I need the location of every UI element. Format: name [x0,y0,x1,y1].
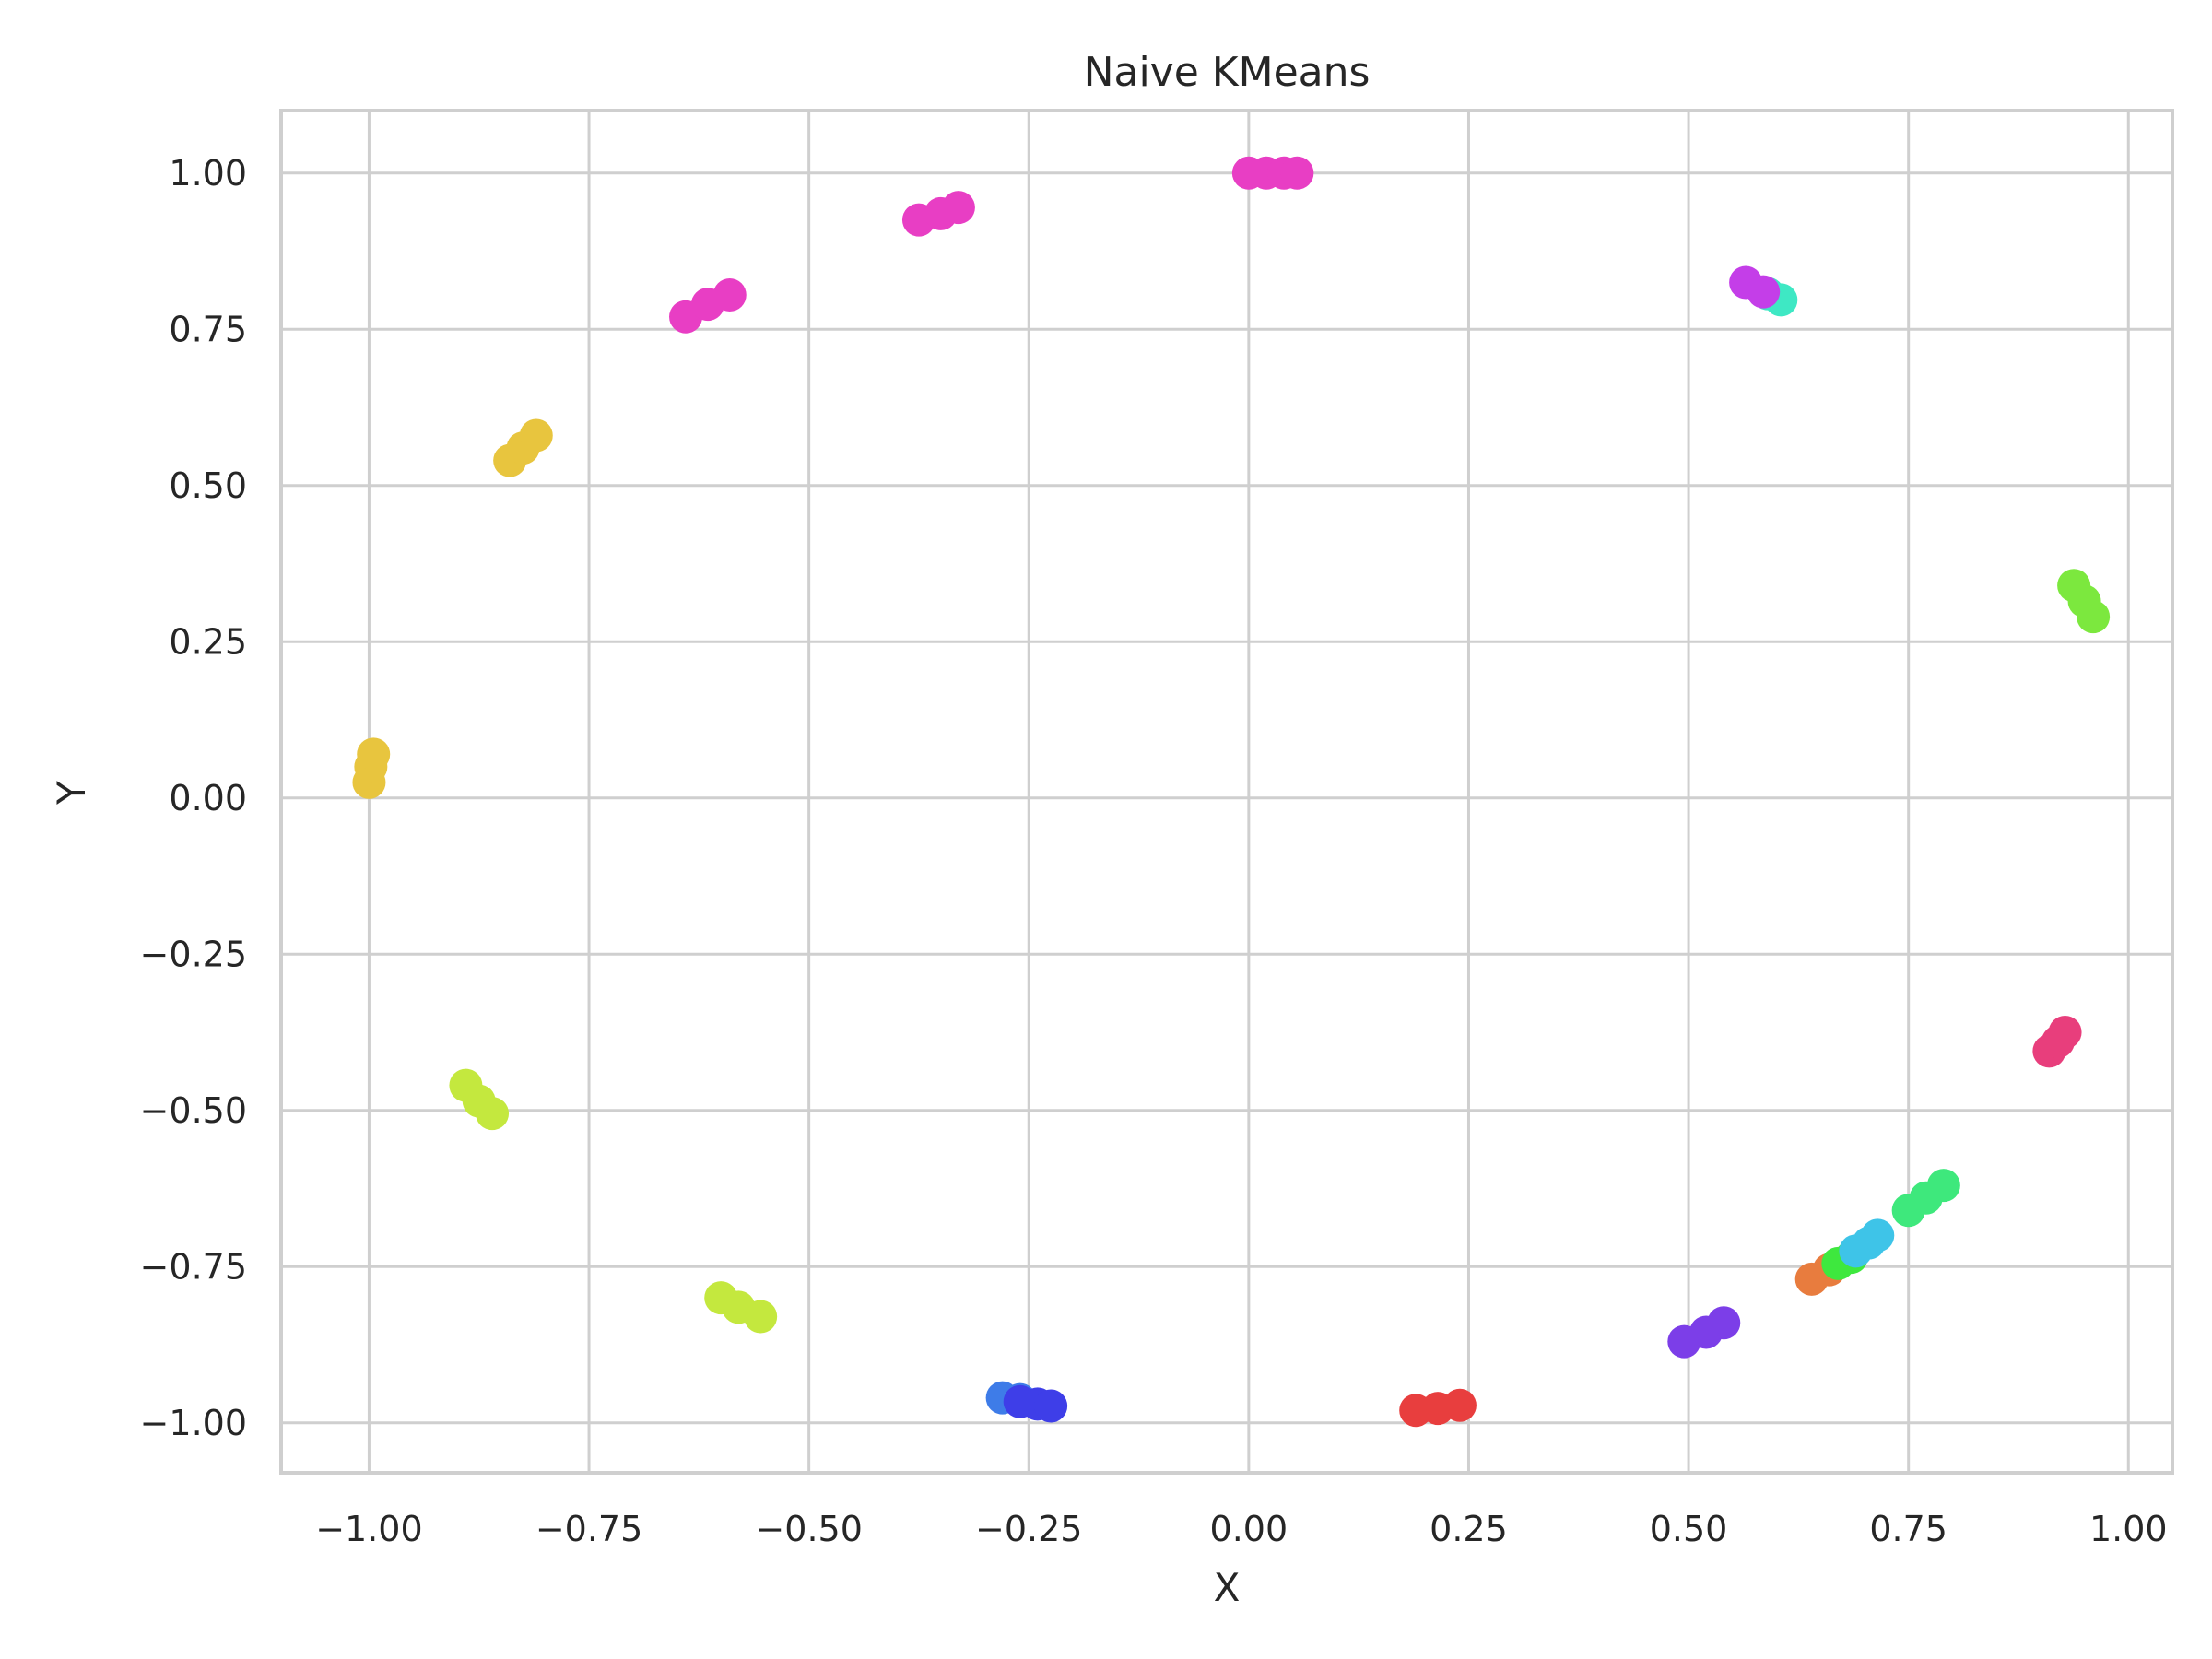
y-tick-label: −0.50 [140,1090,247,1131]
x-tick-labels: −1.00 −0.75 −0.50 −0.25 0.00 0.25 0.50 0.75 1.00 [315,1509,2167,1549]
cluster-6 [449,1068,510,1131]
y-tick-label: 1.00 [169,153,247,194]
x-axis-label: X [1214,1565,1241,1610]
data-point [1034,1389,1068,1423]
data-point [1747,275,1781,309]
y-tick-label: −0.25 [140,934,247,974]
x-tick-label: −0.75 [535,1509,642,1549]
data-point [1707,1306,1741,1340]
data-point [1280,156,1314,190]
x-tick-label: 0.50 [1650,1509,1728,1549]
data-point [2077,600,2111,634]
cluster-17 [2057,569,2111,634]
cluster-10 [1399,1388,1477,1428]
y-tick-label: 0.50 [169,465,247,506]
y-tick-label: 0.75 [169,309,247,349]
cluster-1 [1231,156,1314,190]
y-tick-labels: −1.00 −0.75 −0.50 −0.25 0.00 0.25 0.50 0.75 1.00 [140,153,247,1443]
y-axis-label: Y [49,781,94,806]
y-tick-label: −1.00 [140,1403,247,1443]
y-tick-label: 0.25 [169,621,247,662]
plot-frame [279,109,2174,1475]
cluster-19 [1729,265,1781,309]
y-tick-label: 0.00 [169,778,247,818]
cluster-3 [669,278,747,334]
data-point [712,278,747,312]
data-point [519,418,553,453]
data-points [352,156,2111,1428]
data-point [476,1097,510,1131]
cluster-2 [901,191,975,237]
x-tick-label: 1.00 [2089,1509,2168,1549]
y-tick-label: −0.75 [140,1246,247,1287]
cluster-5 [352,737,391,799]
data-point [1926,1169,1960,1203]
x-tick-label: −0.50 [755,1509,862,1549]
x-tick-label: −1.00 [315,1509,422,1549]
data-point [941,191,975,225]
chart-title: Naive KMeans [1084,49,1371,96]
cluster-14 [1839,1218,1895,1268]
data-point [357,737,391,771]
data-point [1442,1388,1477,1422]
x-tick-label: 0.25 [1430,1509,1508,1549]
cluster-7 [704,1281,778,1334]
data-point [744,1300,778,1334]
cluster-4 [493,418,553,477]
grid [281,111,2172,1473]
x-tick-label: 0.75 [1869,1509,1947,1549]
x-tick-label: 0.00 [1210,1509,1288,1549]
cluster-11 [1667,1306,1741,1359]
cluster-16 [2032,1016,2082,1068]
x-tick-label: −0.25 [975,1509,1082,1549]
data-point [1861,1218,1895,1253]
data-point [2048,1016,2082,1050]
cluster-15 [1891,1169,1960,1228]
cluster-9 [1003,1384,1068,1423]
